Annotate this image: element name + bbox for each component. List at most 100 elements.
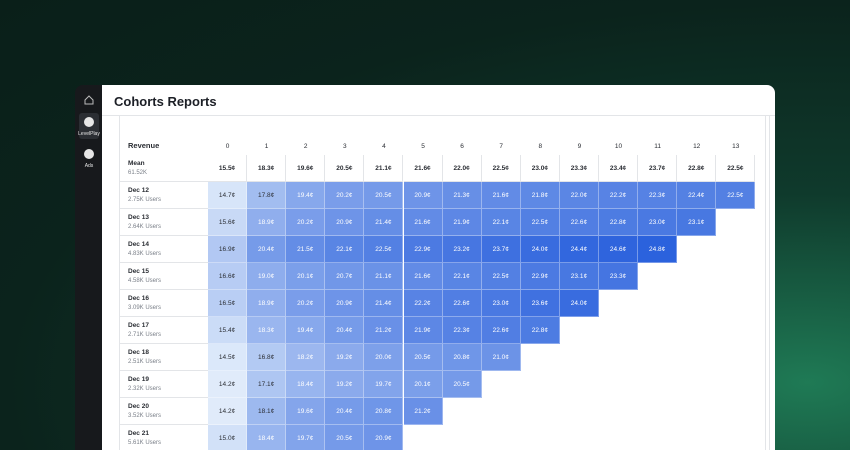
sidebar: LevelPlay Ads <box>75 85 103 450</box>
column-header: 2 <box>303 143 308 150</box>
cell: 20.1¢ <box>403 371 443 398</box>
cell: 19.2¢ <box>325 344 365 371</box>
row-sublabel: 2.71K Users <box>128 332 162 338</box>
row-divider <box>119 262 208 263</box>
cell: 20.2¢ <box>286 290 326 317</box>
cell: 20.4¢ <box>325 317 365 344</box>
cell: 19.6¢ <box>286 155 326 182</box>
cell: 19.7¢ <box>286 425 326 450</box>
row-divider <box>119 397 208 398</box>
cell: 23.1¢ <box>677 209 717 236</box>
cell: 18.9¢ <box>247 209 287 236</box>
cell: 24.4¢ <box>559 236 599 263</box>
cell: 20.4¢ <box>247 236 287 263</box>
cell: 14.2¢ <box>208 371 248 398</box>
ads-icon[interactable] <box>84 149 94 159</box>
cell: 15.6¢ <box>208 209 248 236</box>
cell: 23.3¢ <box>599 263 639 290</box>
cell: 21.9¢ <box>442 209 482 236</box>
corner-label: Revenue <box>128 141 160 150</box>
cell: 16.9¢ <box>208 236 248 263</box>
home-icon[interactable] <box>84 95 94 105</box>
cell: 21.4¢ <box>364 209 404 236</box>
cell: 19.7¢ <box>364 371 404 398</box>
cell: 19.4¢ <box>286 182 326 209</box>
cell: 22.0¢ <box>442 155 482 182</box>
row-divider <box>119 370 208 371</box>
cell: 15.4¢ <box>208 317 248 344</box>
cell: 22.5¢ <box>364 236 404 263</box>
cell: 14.7¢ <box>208 182 248 209</box>
cell: 20.9¢ <box>325 209 365 236</box>
page-title: Cohorts Reports <box>114 94 217 109</box>
cell: 14.5¢ <box>208 344 248 371</box>
cell: 20.5¢ <box>325 155 365 182</box>
column-header: 10 <box>614 143 623 150</box>
cell: 18.2¢ <box>286 344 326 371</box>
cell: 22.5¢ <box>481 155 521 182</box>
row-divider <box>119 316 208 317</box>
row-label: Dec 21 <box>128 430 149 437</box>
cell: 15.5¢ <box>208 155 248 182</box>
cell: 18.1¢ <box>247 398 287 425</box>
cell: 20.7¢ <box>325 263 365 290</box>
row-label: Dec 15 <box>128 268 149 275</box>
cell: 21.8¢ <box>520 182 560 209</box>
cell: 21.1¢ <box>364 155 404 182</box>
nav-label[interactable]: Ads <box>84 163 94 169</box>
row-label: Dec 17 <box>128 322 149 329</box>
divider <box>769 116 770 450</box>
cell: 21.6¢ <box>403 209 443 236</box>
cell: 23.7¢ <box>638 155 678 182</box>
cell: 24.8¢ <box>638 236 678 263</box>
cell: 23.0¢ <box>638 209 678 236</box>
cell: 22.1¢ <box>325 236 365 263</box>
cell: 22.8¢ <box>520 317 560 344</box>
cell: 20.8¢ <box>364 398 404 425</box>
cell: 22.5¢ <box>481 263 521 290</box>
cell: 21.6¢ <box>403 263 443 290</box>
row-label: Dec 13 <box>128 214 149 221</box>
cell: 21.4¢ <box>364 290 404 317</box>
column-header: 7 <box>499 143 503 150</box>
cell: 23.3¢ <box>559 155 599 182</box>
cell: 18.3¢ <box>247 317 287 344</box>
row-divider <box>119 235 208 236</box>
cell: 24.0¢ <box>559 290 599 317</box>
cell: 20.5¢ <box>325 425 365 450</box>
row-sublabel: 4.58K Users <box>128 278 162 284</box>
column-header: 13 <box>732 143 740 150</box>
cell: 21.3¢ <box>442 182 482 209</box>
column-header: 0 <box>225 143 230 150</box>
row-divider <box>119 343 208 344</box>
cell: 20.5¢ <box>442 371 482 398</box>
cell: 22.5¢ <box>716 155 756 182</box>
levelplay-icon[interactable] <box>84 117 94 127</box>
row-label: Dec 12 <box>128 187 149 194</box>
row-label: Dec 16 <box>128 295 149 302</box>
row-sublabel: 2.32K Users <box>128 386 162 392</box>
row-sublabel: 5.61K Users <box>128 440 162 446</box>
cell: 20.8¢ <box>442 344 482 371</box>
cell: 22.6¢ <box>481 317 521 344</box>
cell: 20.5¢ <box>364 182 404 209</box>
cell: 24.6¢ <box>599 236 639 263</box>
divider <box>765 116 766 450</box>
cell: 16.5¢ <box>208 290 248 317</box>
cell: 14.2¢ <box>208 398 248 425</box>
cell: 20.1¢ <box>286 263 326 290</box>
cell: 22.8¢ <box>599 209 639 236</box>
cell: 18.3¢ <box>247 155 287 182</box>
row-label: Dec 14 <box>128 241 149 248</box>
cell: 19.0¢ <box>247 263 287 290</box>
cell: 23.0¢ <box>520 155 560 182</box>
cell: 21.1¢ <box>364 263 404 290</box>
cell: 24.0¢ <box>520 236 560 263</box>
nav-label[interactable]: LevelPlay <box>78 131 100 137</box>
cell: 22.5¢ <box>716 182 756 209</box>
cell: 17.1¢ <box>247 371 287 398</box>
row-label: Dec 19 <box>128 376 149 383</box>
column-header: 12 <box>693 143 701 150</box>
cohort-table: Revenue 0 1 2 3 4 5 6 7 8 9 10 11 12 13 Mean 61.52K 15.5… <box>102 85 775 450</box>
